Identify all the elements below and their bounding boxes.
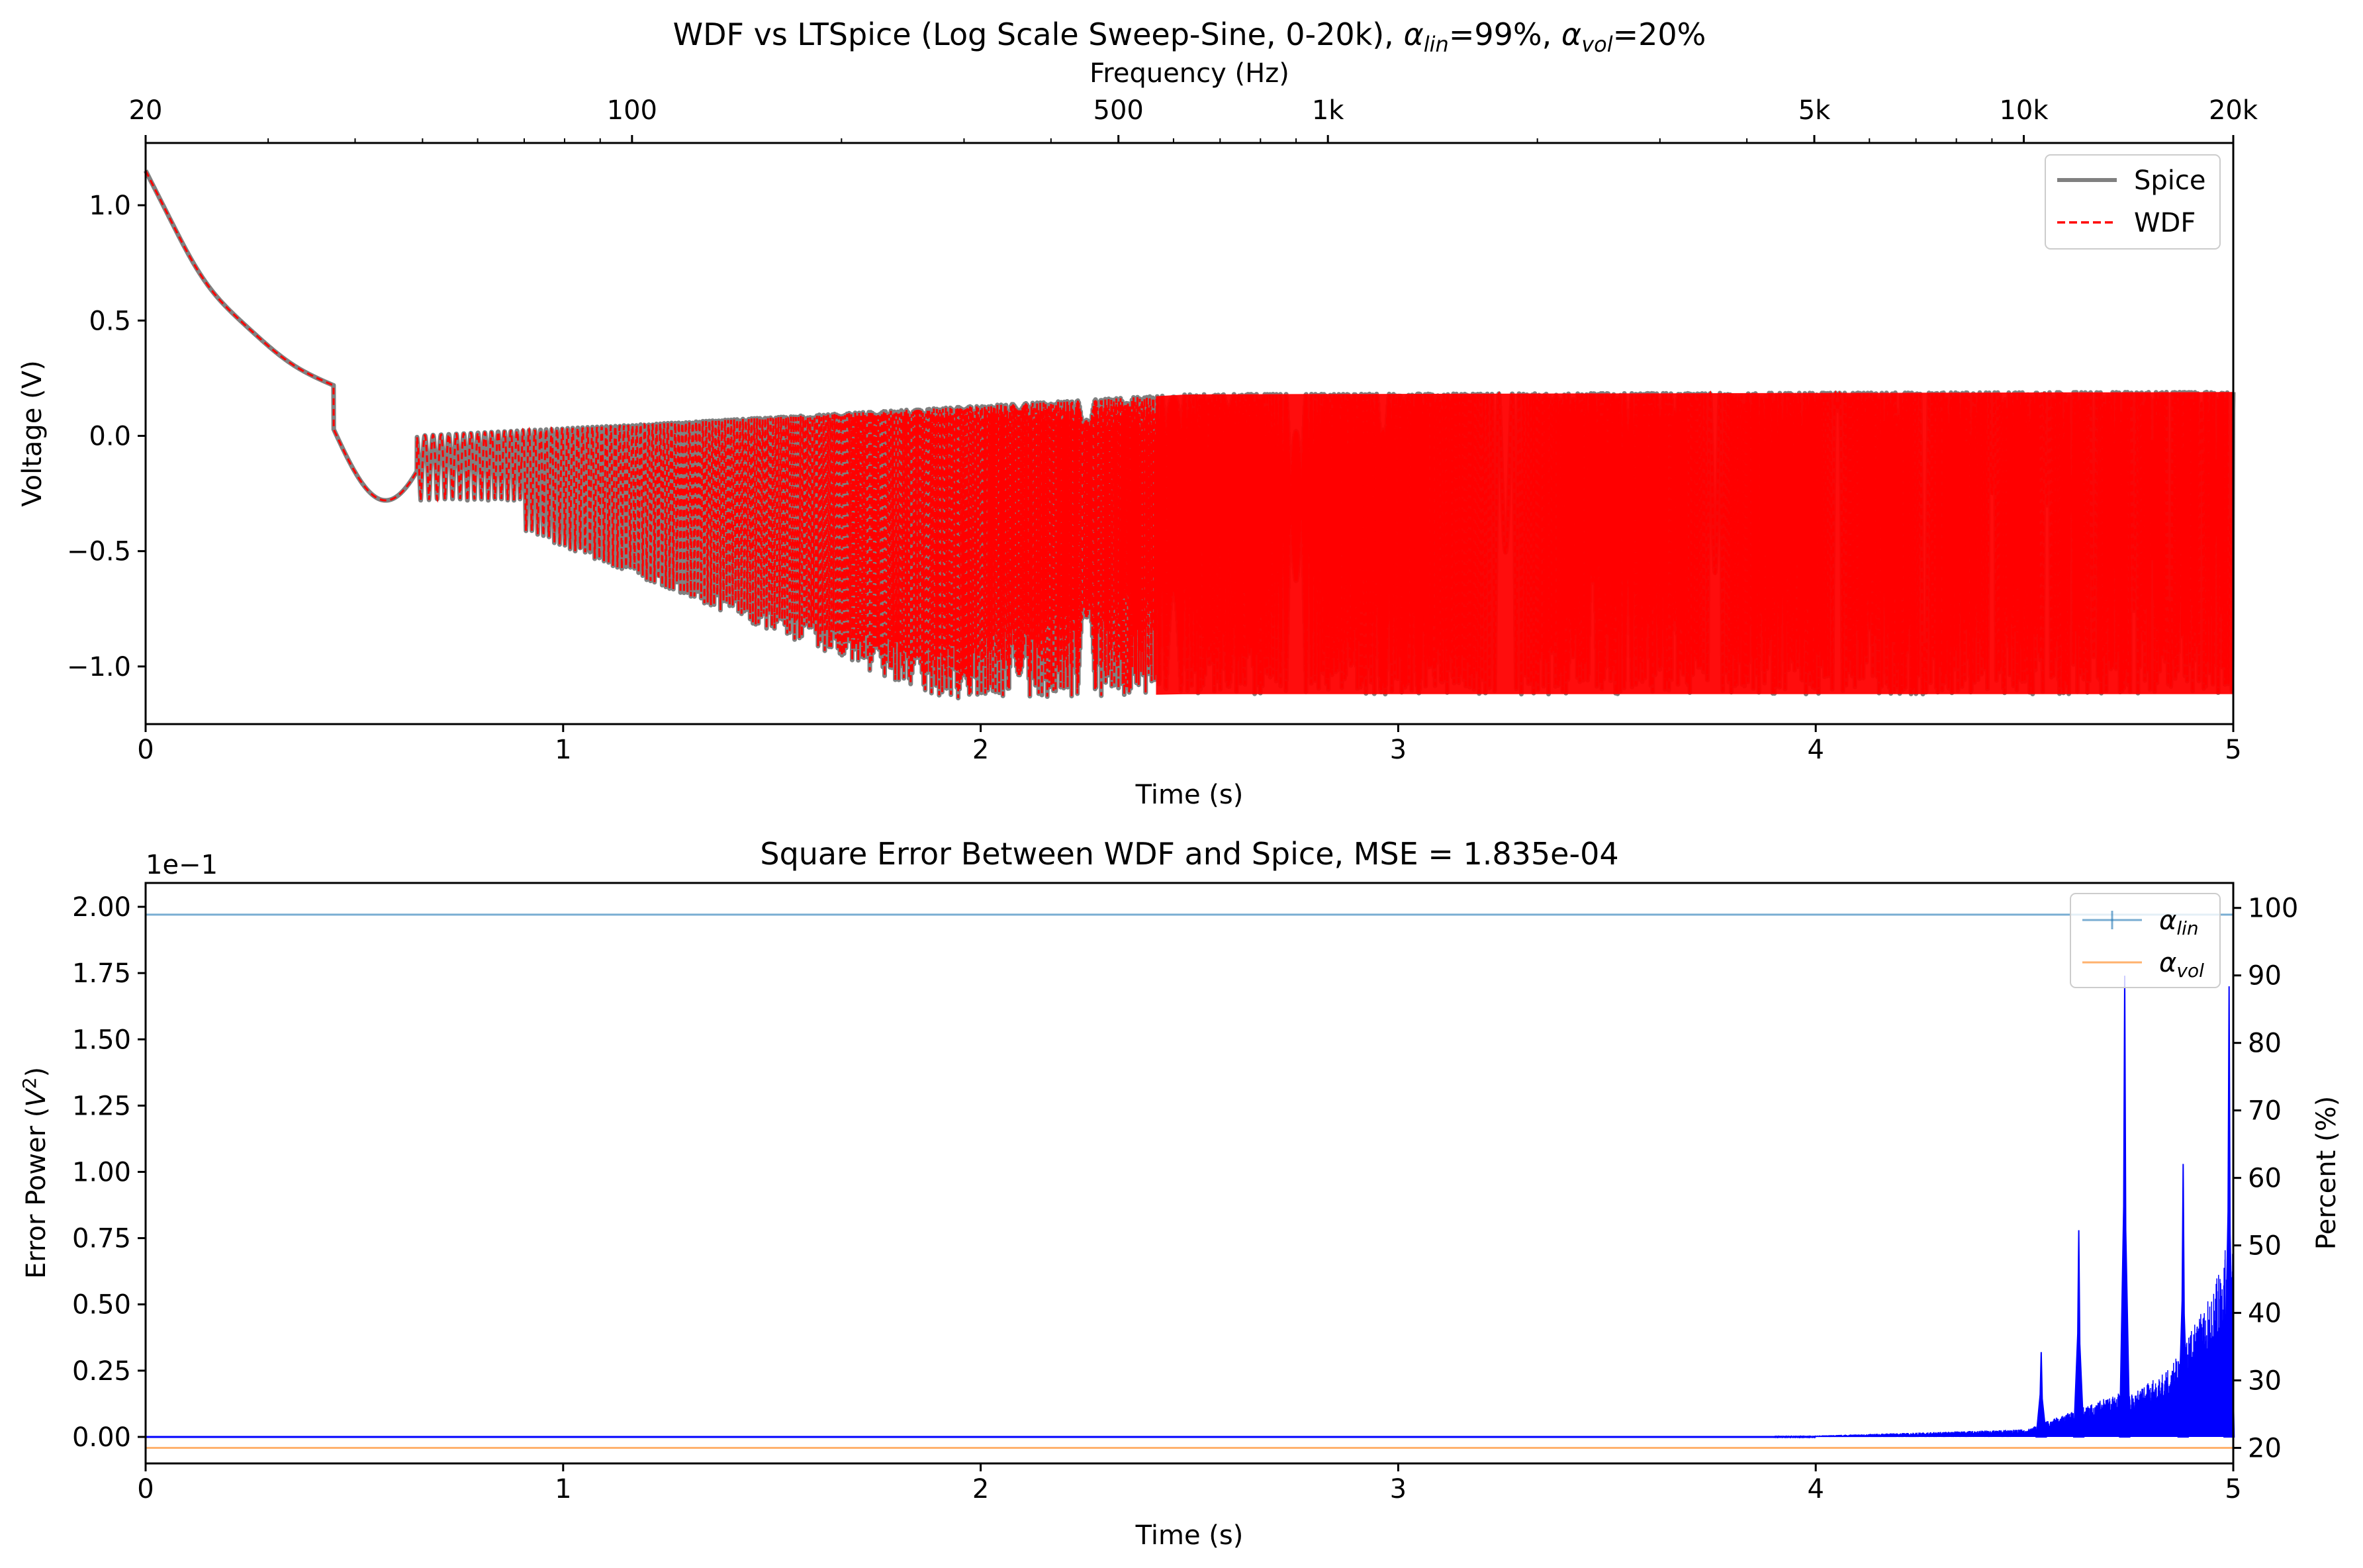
bottom-y2-tick-label: 40 (2248, 1299, 2282, 1329)
frequency-tick-label: 500 (1093, 95, 1144, 126)
bottom-y2-tick-label: 80 (2248, 1029, 2282, 1059)
frequency-tick-label: 1k (1312, 95, 1344, 126)
bottom-y2-tick-label: 70 (2248, 1096, 2282, 1127)
bottom-y-tick-label: 1.75 (72, 958, 131, 989)
bottom-x-axis-label: Time (s) (1135, 1520, 1244, 1551)
top-x-tick-label: 1 (555, 735, 571, 765)
top-x-tick-label: 5 (2225, 735, 2241, 765)
bottom-y-tick-label: 1.25 (72, 1091, 131, 1121)
legend-alpha-vol-label: αvol (2159, 948, 2204, 982)
bottom-y2-tick-label: 60 (2248, 1164, 2282, 1194)
bottom-y-ticks: 0.00 0.25 0.50 0.75 1.00 1.25 1.50 1.75 2.00 (72, 892, 146, 1453)
bottom-plot-title: Square Error Between WDF and Spice, MSE … (760, 836, 1618, 872)
frequency-ticks: 20 100 500 1k 5k 10k 20k (129, 95, 2258, 143)
top-x-axis-label: Time (s) (1135, 780, 1244, 810)
frequency-tick-label: 20k (2209, 95, 2258, 126)
bottom-x-tick-label: 5 (2225, 1474, 2241, 1504)
top-x-ticks: 0 1 2 3 4 5 (137, 724, 2242, 765)
frequency-axis-label: Frequency (Hz) (1089, 58, 1289, 89)
top-x-tick-label: 4 (1807, 735, 1824, 765)
bottom-y-tick-label: 0.00 (72, 1422, 131, 1453)
bottom-x-tick-label: 2 (972, 1474, 989, 1504)
legend-wdf-label: WDF (2134, 208, 2196, 238)
bottom-legend: αlin αvol (2070, 893, 2221, 988)
top-y-tick-label: −1.0 (67, 652, 131, 682)
bottom-y-tick-label: 1.00 (72, 1157, 131, 1187)
bottom-y2-tick-label: 90 (2248, 961, 2282, 992)
bottom-x-tick-label: 3 (1390, 1474, 1407, 1504)
wdf-series-line (144, 170, 2235, 698)
bottom-x-tick-label: 0 (137, 1474, 154, 1504)
bottom-x-tick-label: 1 (555, 1474, 571, 1504)
bottom-y2-axis-label: Percent (%) (2311, 1096, 2342, 1250)
error-fill (2024, 1297, 2233, 1437)
legend-alpha-lin-label: αlin (2159, 905, 2199, 939)
bottom-y-axis-label: Error Power (V2) (19, 1067, 52, 1279)
top-y-tick-label: −0.5 (67, 537, 131, 567)
bottom-y2-ticks: 20 30 40 50 60 70 80 90 100 (2233, 894, 2298, 1464)
bottom-y2-tick-label: 100 (2248, 894, 2298, 924)
top-y-ticks: −1.0 −0.5 0.0 0.5 1.0 (67, 191, 146, 682)
top-plot-frame (144, 142, 2235, 725)
top-plot-title: WDF vs LTSpice (Log Scale Sweep-Sine, 0-… (673, 17, 1706, 57)
bottom-y-tick-label: 0.75 (72, 1224, 131, 1254)
top-legend: Spice WDF (2045, 154, 2221, 250)
bottom-y2-tick-label: 30 (2248, 1366, 2282, 1397)
top-y-axis-label: Voltage (V) (17, 360, 48, 506)
bottom-plot-frame (144, 882, 2235, 1465)
frequency-tick-label: 20 (129, 95, 163, 126)
bottom-y-tick-label: 0.25 (72, 1356, 131, 1387)
bottom-y-tick-label: 2.00 (72, 892, 131, 923)
top-y-tick-label: 0.5 (89, 306, 131, 336)
bottom-y-tick-label: 1.50 (72, 1025, 131, 1055)
frequency-tick-label: 100 (607, 95, 657, 126)
legend-spice-label: Spice (2134, 165, 2206, 196)
top-y-tick-label: 1.0 (89, 191, 131, 221)
top-x-tick-label: 3 (1390, 735, 1407, 765)
bottom-y-tick-label: 0.50 (72, 1290, 131, 1320)
top-plot: WDF vs LTSpice (Log Scale Sweep-Sine, 0-… (17, 17, 2258, 810)
top-y-tick-label: 0.0 (89, 421, 131, 451)
offset-text: 1e−1 (146, 850, 218, 880)
bottom-legend-box (2070, 893, 2221, 988)
bottom-x-tick-label: 4 (1807, 1474, 1824, 1504)
top-x-tick-label: 2 (972, 735, 989, 765)
frequency-tick-label: 10k (1999, 95, 2049, 126)
frequency-tick-label: 5k (1798, 95, 1831, 126)
bottom-y2-tick-label: 50 (2248, 1231, 2282, 1262)
bottom-x-ticks: 0 1 2 3 4 5 (137, 1463, 2242, 1504)
top-plot-data (143, 169, 2236, 701)
top-x-tick-label: 0 (137, 735, 154, 765)
bottom-plot: Square Error Between WDF and Spice, MSE … (19, 836, 2342, 1551)
bottom-y2-tick-label: 20 (2248, 1434, 2282, 1464)
